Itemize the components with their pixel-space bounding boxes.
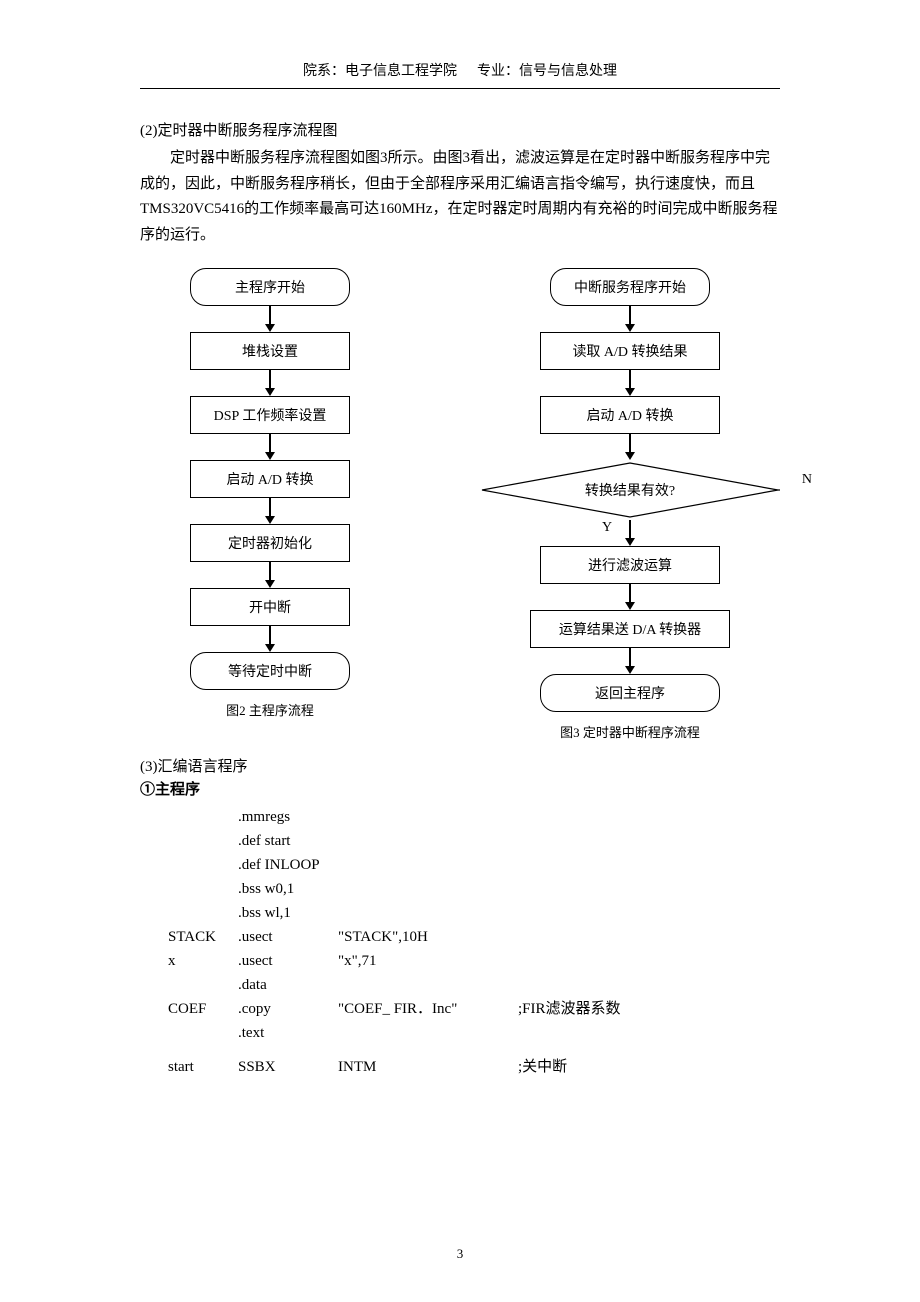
flowchart-main: 主程序开始 堆栈设置 DSP 工作频率设置 启动 A/D 转换 定时器初始化 开…: [130, 268, 410, 741]
fc-send-da: 运算结果送 D/A 转换器: [530, 610, 730, 648]
code-line: [168, 1045, 780, 1055]
fc-timer-init: 定时器初始化: [190, 524, 350, 562]
code-line: .data: [168, 973, 780, 997]
dept-label: 院系：: [303, 64, 345, 79]
fc-isr-start: 中断服务程序开始: [550, 268, 710, 306]
arrow-icon: [625, 648, 635, 674]
code-line: .bss w0,1: [168, 877, 780, 901]
code-line: .mmregs: [168, 805, 780, 829]
section-2-paragraph: 定时器中断服务程序流程图如图3所示。由图3看出，滤波运算是在定时器中断服务程序中…: [140, 146, 780, 248]
flowchart-left-caption: 图2 主程序流程: [226, 700, 314, 719]
dept-value: 电子信息工程学院: [345, 64, 457, 79]
code-line: .def INLOOP: [168, 853, 780, 877]
major-value: 信号与信息处理: [519, 64, 617, 79]
fc-dsp-freq: DSP 工作频率设置: [190, 396, 350, 434]
fc-decision-text: 转换结果有效?: [530, 480, 730, 500]
arrow-icon: [265, 306, 275, 332]
fc-filter: 进行滤波运算: [540, 546, 720, 584]
arrow-icon: [265, 562, 275, 588]
code-line: x.usect"x",71: [168, 949, 780, 973]
code-line: .def start: [168, 829, 780, 853]
arrow-icon: [625, 434, 635, 460]
fc-read-ad: 读取 A/D 转换结果: [540, 332, 720, 370]
code-line: COEF.copy"COEF_ FIR．Inc";FIR滤波器系数: [168, 997, 780, 1021]
decision-yes-label: Y: [602, 520, 612, 536]
section-3-sub1: ①主程序: [140, 778, 780, 799]
arrow-icon: [265, 370, 275, 396]
fc-wait-int: 等待定时中断: [190, 652, 350, 690]
flowchart-isr: 中断服务程序开始 读取 A/D 转换结果 启动 A/D 转换 转换结果有效? N…: [460, 268, 800, 741]
arrow-icon: [265, 434, 275, 460]
arrow-icon: [625, 520, 635, 546]
fc-main-start: 主程序开始: [190, 268, 350, 306]
page-header: 院系：电子信息工程学院 专业：信号与信息处理: [140, 60, 780, 89]
fc-decision: 转换结果有效? N: [470, 460, 790, 520]
fc-start-ad-2: 启动 A/D 转换: [540, 396, 720, 434]
arrow-icon: [625, 306, 635, 332]
section-3-title: (3)汇编语言程序: [140, 755, 780, 776]
fc-enable-int: 开中断: [190, 588, 350, 626]
assembly-code: .mmregs .def start .def INLOOP .bss w0,1…: [168, 805, 780, 1079]
flowchart-right-caption: 图3 定时器中断程序流程: [560, 722, 700, 741]
arrow-icon: [625, 370, 635, 396]
fc-stack-setup: 堆栈设置: [190, 332, 350, 370]
decision-no-label: N: [802, 472, 812, 488]
code-line: startSSBXINTM;关中断: [168, 1055, 780, 1079]
fc-return: 返回主程序: [540, 674, 720, 712]
arrow-icon: [265, 626, 275, 652]
arrow-icon: [625, 584, 635, 610]
arrow-icon: [265, 498, 275, 524]
major-label: 专业：: [477, 64, 519, 79]
code-line: .bss wl,1: [168, 901, 780, 925]
flowcharts-container: 主程序开始 堆栈设置 DSP 工作频率设置 启动 A/D 转换 定时器初始化 开…: [130, 268, 800, 741]
code-line: .text: [168, 1021, 780, 1045]
page-number: 3: [0, 1246, 920, 1262]
section-2-title: (2)定时器中断服务程序流程图: [140, 119, 780, 140]
code-line: STACK.usect"STACK",10H: [168, 925, 780, 949]
fc-start-ad: 启动 A/D 转换: [190, 460, 350, 498]
